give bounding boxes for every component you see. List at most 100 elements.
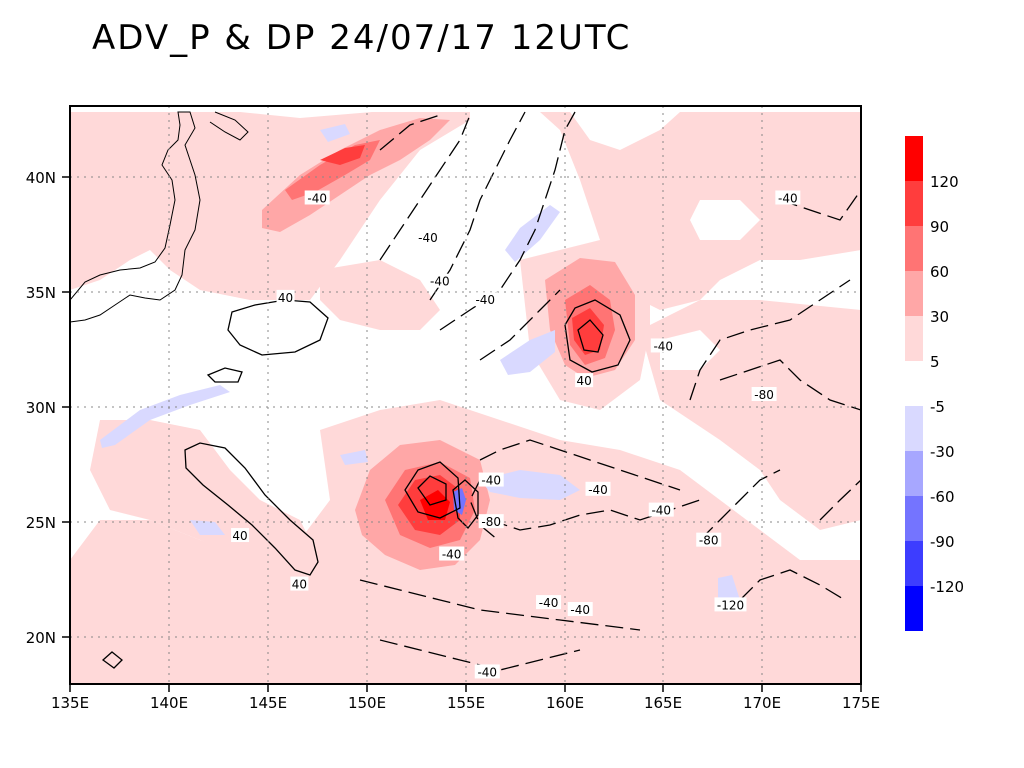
contour-label: -40: [651, 504, 671, 518]
map-title: ADV_P & DP 24/07/17 12UTC: [92, 18, 632, 58]
positive-contours: [101, 299, 631, 669]
contour-label-bg: [439, 546, 465, 561]
negative-region-5: [480, 470, 580, 500]
contour-label-bg: [472, 292, 498, 307]
colorbar-label: 30: [930, 308, 949, 326]
contour-label: -40: [588, 483, 608, 497]
japan-coastline: [70, 111, 201, 323]
contour-label: -40: [477, 665, 497, 679]
contour-label: -40: [307, 191, 327, 205]
positive-region-120: [420, 490, 450, 520]
graticule: [70, 106, 861, 684]
colorbar-label: -60: [930, 488, 955, 506]
x-tick-label: 155E: [447, 694, 485, 712]
contour-label: -40: [570, 603, 590, 617]
negative-contours: [359, 111, 861, 671]
contour-label: -120: [717, 598, 744, 612]
contour-label-bg: [650, 338, 676, 353]
y-tick-label: 40N: [26, 169, 56, 187]
contour-label-bg: [290, 576, 309, 591]
contour-label-bg: [696, 532, 722, 547]
positive-region-5: [320, 260, 440, 330]
colorbar-label: 60: [930, 263, 949, 281]
contour-label-bg: [567, 602, 593, 617]
contour-label: -40: [539, 596, 559, 610]
japan-coastline: [209, 111, 249, 141]
contour-label: -40: [481, 474, 501, 488]
contour-label: -40: [418, 231, 438, 245]
colorbar-label: 90: [930, 218, 949, 236]
negative-region-5: [505, 205, 560, 262]
x-tick-label: 170E: [743, 694, 781, 712]
y-tick-label: 20N: [26, 629, 56, 647]
contour-label: 40: [577, 374, 592, 388]
contour-label: -40: [442, 548, 462, 562]
contour-label: -40: [475, 293, 495, 307]
colorbar-swatch-120: [905, 136, 923, 181]
colorbar-label: -120: [930, 578, 964, 596]
contour-label-bg: [751, 387, 777, 401]
contour-label: -40: [430, 275, 450, 289]
colorbar-label: -90: [930, 533, 955, 551]
contour-label: -40: [778, 191, 798, 205]
contour-label-bg: [714, 597, 747, 612]
x-tick-label: 165E: [644, 694, 682, 712]
contour-label-bg: [648, 502, 674, 517]
positive-region-5: [470, 112, 861, 310]
positive-region-5: [90, 420, 320, 580]
contour-label-bg: [276, 289, 295, 304]
contour-label-bg: [536, 595, 562, 610]
negative-region-5: [100, 385, 230, 448]
contour-label: 40: [278, 291, 293, 305]
y-axis-labels: 40N 35N 30N 25N 20N: [26, 169, 56, 647]
colorbar-label: -30: [930, 443, 955, 461]
colorbar-swatch-60: [905, 226, 923, 271]
negative-region-5: [190, 520, 225, 535]
x-tick-label: 140E: [150, 694, 188, 712]
x-tick-label: 150E: [348, 694, 386, 712]
colorbar: 120 90 60 30 5 -5 -30 -60 -90 -120: [905, 136, 964, 631]
contour-label-bg: [474, 664, 500, 679]
x-axis-labels: 135E 140E 145E 150E 155E 160E 165E 170E …: [51, 694, 880, 712]
contour-label-bg: [775, 190, 801, 205]
colorbar-swatch-neg5: [905, 406, 923, 451]
y-tick-label: 25N: [26, 514, 56, 532]
x-tick-label: 175E: [842, 694, 880, 712]
contour-labels: -40 -40 -40 -40 40 40 -40 -40 -80 -40 -40 -80 -40 -80…: [231, 190, 801, 679]
negative-region-5: [320, 124, 350, 142]
colorbar-swatch-90: [905, 181, 923, 226]
contour-label-bg: [427, 273, 453, 288]
contour-label-bg: [304, 190, 330, 205]
colorbar-swatch-neg90: [905, 541, 923, 586]
x-tick-label: 160E: [546, 694, 584, 712]
colorbar-swatch-neg120: [905, 586, 923, 631]
contour-label: -80: [754, 388, 774, 402]
x-tick-label: 145E: [249, 694, 287, 712]
contour-label-bg: [575, 373, 594, 388]
colorbar-swatch-neg60: [905, 496, 923, 541]
colorbar-swatch-5: [905, 316, 923, 361]
contour-label-bg: [415, 229, 441, 244]
contour-label: 40: [292, 578, 307, 592]
contour-label-bg: [478, 514, 504, 529]
x-tick-label: 135E: [51, 694, 89, 712]
y-tick-label: 30N: [26, 399, 56, 417]
positive-region-90: [320, 145, 365, 165]
contour-label: -80: [699, 534, 719, 548]
contour-label: 40: [232, 529, 247, 543]
contour-label-bg: [478, 472, 504, 487]
contour-label-bg: [231, 528, 250, 543]
negative-region-5: [500, 330, 555, 375]
colorbar-swatch-30: [905, 271, 923, 316]
contour-label-bg: [585, 481, 611, 496]
colorbar-label: 5: [930, 353, 940, 371]
y-tick-label: 35N: [26, 284, 56, 302]
colorbar-swatch-neg30: [905, 451, 923, 496]
shading-layer: -40 -40 -40 -40 40 40 -40 -40 -80 -40 -40 -80 -40 -80…: [70, 106, 861, 684]
colorbar-label: -5: [930, 398, 945, 416]
negative-region-5: [340, 450, 368, 465]
positive-region-90: [572, 308, 604, 355]
contour-label: -80: [481, 515, 501, 529]
contour-label: -40: [653, 339, 673, 353]
